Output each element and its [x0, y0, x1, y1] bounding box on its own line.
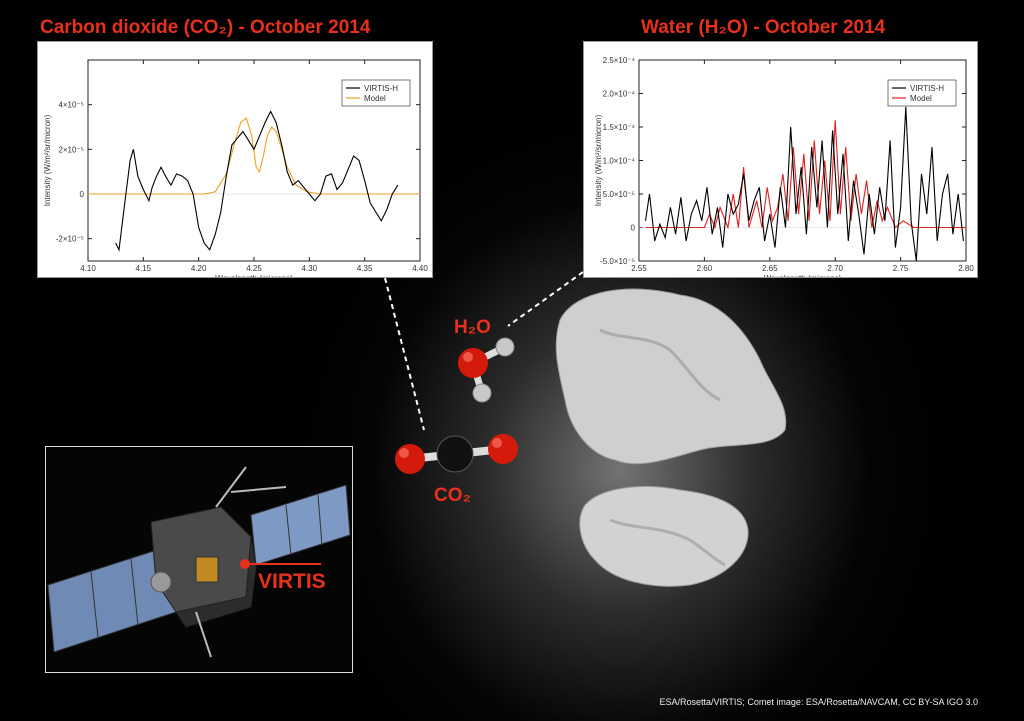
legend-box — [887, 79, 957, 107]
h2o-chart-title: Water (H₂O) - October 2014 — [641, 17, 886, 38]
x-tick-label: 2.70 — [827, 264, 843, 273]
comet-nucleus-upper-lobe — [555, 288, 787, 465]
y-tick-label: -5.0×10⁻⁵ — [600, 257, 635, 266]
co2-series-model — [88, 117, 420, 195]
x-axis-label: Wavelength (microns) — [764, 274, 842, 277]
h2o-series-model — [645, 120, 966, 230]
rosetta-spacecraft-inset: VIRTIS — [45, 446, 353, 673]
y-axis-label: Intensity (W/m²/sr/micron) — [43, 114, 52, 206]
x-tick-label: 4.30 — [302, 264, 318, 273]
legend-box — [341, 79, 411, 107]
y-tick-label: 1.0×10⁻⁴ — [603, 157, 636, 166]
legend-label: Model — [910, 94, 932, 103]
co2-chart-panel: 4.10 4.15 4.20 4.25 4.30 4.35 4.40 -2×10⁻⁵ 0 2×10… — [37, 41, 433, 278]
x-tick-label: 2.80 — [958, 264, 974, 273]
y-tick-label: 0 — [80, 190, 85, 199]
comet-shading-upper — [599, 328, 721, 402]
h2o-spectrum-chart: 2.55 2.60 2.65 2.70 2.75 2.80 -5.0×10⁻⁵ 0 5.0×10… — [594, 56, 974, 277]
co2-carbon-atom — [436, 435, 474, 473]
co2-oxygen-atom-1 — [395, 444, 425, 474]
x-tick-label: 2.55 — [631, 264, 647, 273]
y-tick-label: -2×10⁻⁵ — [56, 235, 84, 244]
h2o-chart-panel: 2.55 2.60 2.65 2.70 2.75 2.80 -5.0×10⁻⁵ 0 5.0×10… — [583, 41, 978, 278]
y-tick-label: 4×10⁻⁵ — [58, 101, 84, 110]
h2o-hydrogen-atom-1 — [495, 337, 515, 357]
comet-shading-lower — [609, 518, 726, 567]
h2o-hydrogen-atom-2 — [472, 383, 492, 403]
x-axis-label: Wavelength (microns) — [215, 274, 293, 277]
co2-chart-title: Carbon dioxide (CO₂) - October 2014 — [40, 17, 371, 38]
legend-label: VIRTIS-H — [364, 84, 398, 93]
co2-molecule-label: CO₂ — [434, 485, 471, 506]
legend-label: VIRTIS-H — [910, 84, 944, 93]
comet-nucleus-lower-lobe — [579, 486, 749, 587]
x-tick-label: 4.10 — [80, 264, 96, 273]
y-tick-label: 5.0×10⁻⁵ — [603, 190, 635, 199]
y-tick-label: 2.5×10⁻⁴ — [603, 56, 636, 65]
h2o-series-virtis-h — [644, 106, 964, 262]
y-tick-label: 2×10⁻⁵ — [58, 145, 84, 154]
h2o-oxygen-atom — [458, 348, 488, 378]
x-tick-label: 4.40 — [412, 264, 428, 273]
y-tick-label: 2.0×10⁻⁴ — [603, 90, 636, 99]
x-tick-label: 2.65 — [762, 264, 778, 273]
co2-spectrum-chart: 4.10 4.15 4.20 4.25 4.30 4.35 4.40 -2×10⁻⁵ 0 2×10… — [43, 59, 428, 277]
x-tick-label: 4.35 — [357, 264, 373, 273]
x-tick-label: 2.60 — [697, 264, 713, 273]
y-tick-label: 0 — [631, 224, 636, 233]
x-tick-label: 2.75 — [893, 264, 909, 273]
rosetta-spacecraft-illustration — [47, 466, 351, 658]
image-credit: ESA/Rosetta/VIRTIS; Comet image: ESA/Ros… — [659, 697, 978, 707]
co2-series-virtis-h — [115, 110, 399, 252]
h2o-molecule-label: H₂O — [454, 317, 491, 338]
x-tick-label: 4.20 — [191, 264, 207, 273]
virtis-instrument-label: VIRTIS — [258, 570, 326, 593]
co2-oxygen-atom-2 — [488, 434, 518, 464]
legend-label: Model — [364, 94, 386, 103]
x-tick-label: 4.15 — [136, 264, 152, 273]
h2o-connector-line — [507, 271, 584, 327]
x-tick-label: 4.25 — [246, 264, 262, 273]
co2-connector-line — [384, 277, 425, 431]
y-axis-label: Intensity (W/m²/sr/micron) — [594, 114, 603, 206]
y-tick-label: 1.5×10⁻⁴ — [603, 123, 636, 132]
